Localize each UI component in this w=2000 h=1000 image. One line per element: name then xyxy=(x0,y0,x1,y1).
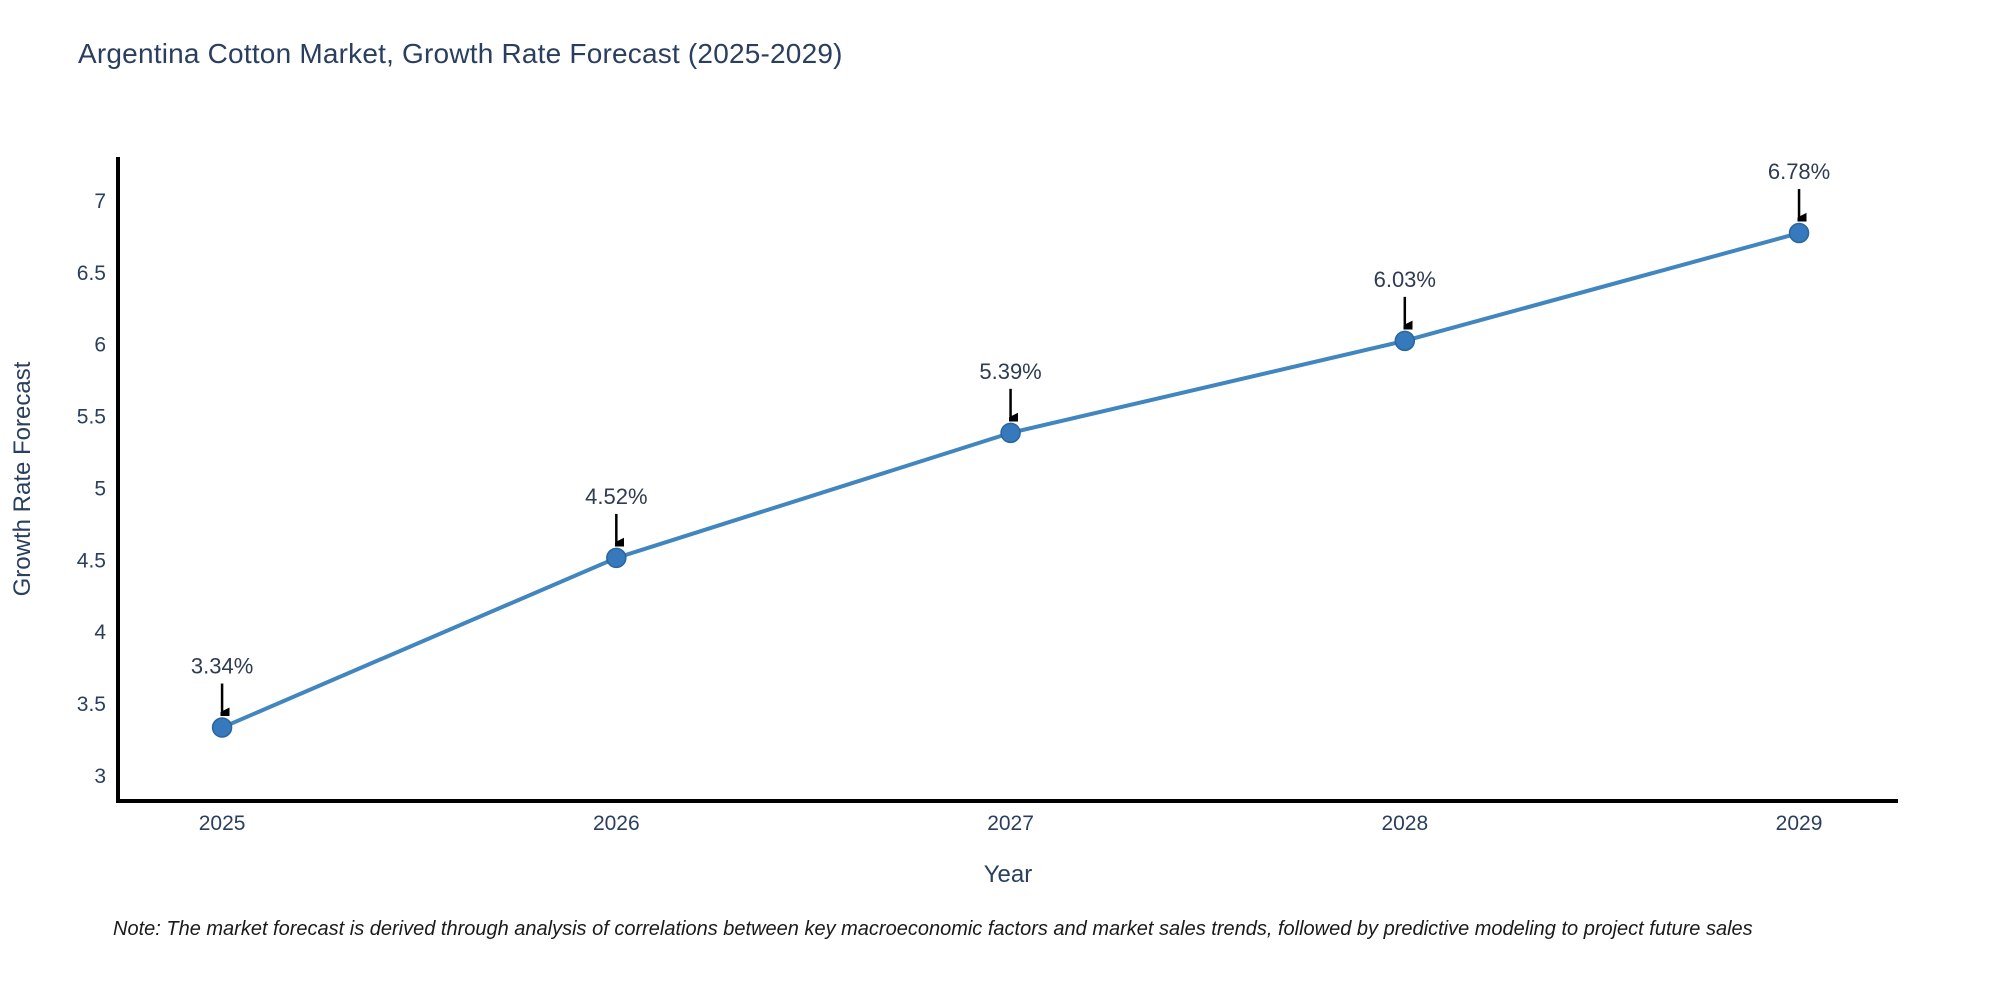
y-tick-label: 3.5 xyxy=(77,693,106,716)
data-point-marker xyxy=(606,547,627,569)
x-tick-label: 2026 xyxy=(593,812,640,835)
y-tick-label: 4 xyxy=(94,621,106,644)
data-point-marker xyxy=(1788,222,1810,244)
data-point-marker xyxy=(1394,330,1416,352)
data-point-marker xyxy=(211,717,233,738)
x-tick-label: 2029 xyxy=(1776,812,1823,835)
data-line xyxy=(220,231,1802,730)
y-tick-label: 6 xyxy=(94,334,106,357)
y-tick-label: 7 xyxy=(94,190,106,213)
x-tick-label: 2027 xyxy=(987,812,1034,835)
annotation-label: 6.78% xyxy=(1768,159,1830,184)
y-tick-label: 5 xyxy=(94,477,106,500)
y-tick-label: 6.5 xyxy=(77,262,106,285)
x-tick-label: 2025 xyxy=(199,812,246,835)
y-axis-title: Growth Rate Forecast xyxy=(9,361,36,596)
y-tick-label: 3 xyxy=(94,765,106,788)
annotation-label: 6.03% xyxy=(1374,267,1436,292)
data-point-marker xyxy=(1000,422,1021,444)
annotation-label: 4.52% xyxy=(585,484,647,509)
annotation-label: 3.34% xyxy=(191,654,253,679)
chart-title: Argentina Cotton Market, Growth Rate For… xyxy=(78,38,843,69)
x-tick-label: 2028 xyxy=(1381,812,1428,835)
y-tick-label: 4.5 xyxy=(77,549,106,572)
footnote-text: Note: The market forecast is derived thr… xyxy=(113,918,1753,940)
annotation-label: 5.39% xyxy=(979,359,1041,384)
y-tick-label: 5.5 xyxy=(77,406,106,429)
x-axis-title: Year xyxy=(984,861,1033,888)
